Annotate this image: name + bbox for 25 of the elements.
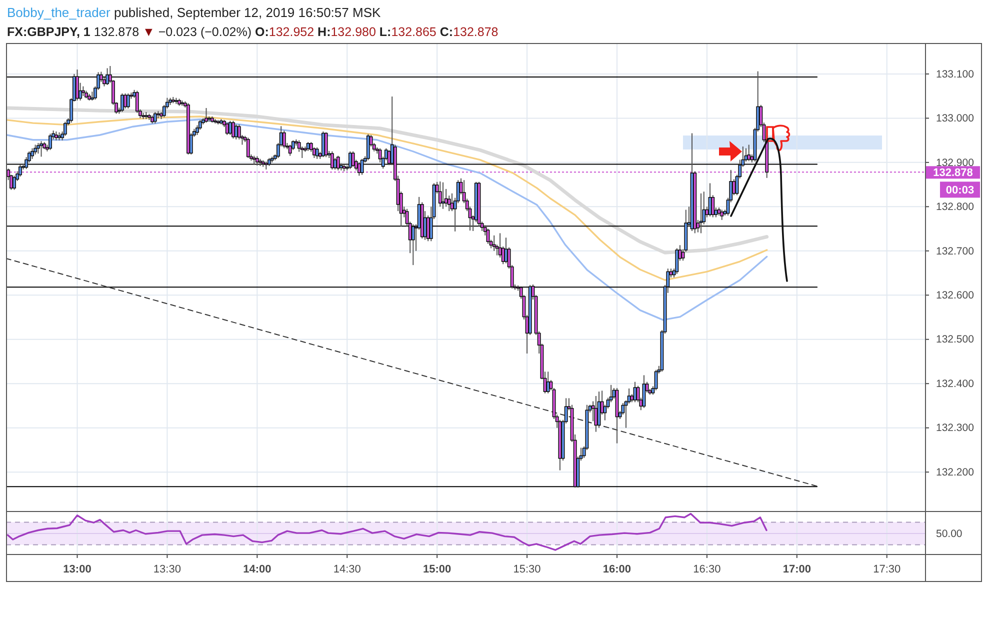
x-tick-label: 14:00: [243, 563, 272, 576]
y-tick-label: 132.500: [936, 334, 974, 346]
y-tick-label: 133.000: [936, 112, 974, 125]
x-tick-label: 13:00: [63, 563, 92, 576]
x-tick-label: 15:00: [423, 563, 452, 576]
x-tick-label: 16:00: [602, 563, 632, 576]
text: 00:03: [946, 184, 974, 197]
x-tick-label: 14:30: [333, 563, 361, 576]
y-tick-label: 132.200: [936, 466, 974, 478]
y-tick-label: 132.800: [936, 201, 974, 214]
y-tick-label: 132.300: [936, 422, 974, 434]
y-tick-label: 132.600: [936, 289, 974, 302]
y-tick-label: 132.400: [936, 378, 974, 390]
text: FX:GBPJPY, 1 132.878 ▼ −0.023 (−0.02%) O:132.952 H:132.980 L:132.865 C:132.878: [7, 25, 498, 39]
y-tick-label: 132.700: [936, 245, 974, 258]
x-tick-label: 17:00: [782, 563, 811, 576]
chart-title: Bobby_the_trader published, September 12, 2019 16:50:57 MSK: [7, 5, 381, 20]
text: 50.00: [936, 528, 962, 540]
x-tick-label: 15:30: [513, 563, 541, 576]
y-tick-label: 133.100: [936, 68, 974, 80]
x-tick-label: 16:30: [693, 563, 721, 576]
x-tick-label: 17:30: [873, 563, 901, 576]
x-tick-label: 13:30: [153, 563, 181, 576]
ref-line-label: 132.878: [933, 167, 973, 180]
y-tick-label: 132.900: [936, 156, 974, 169]
